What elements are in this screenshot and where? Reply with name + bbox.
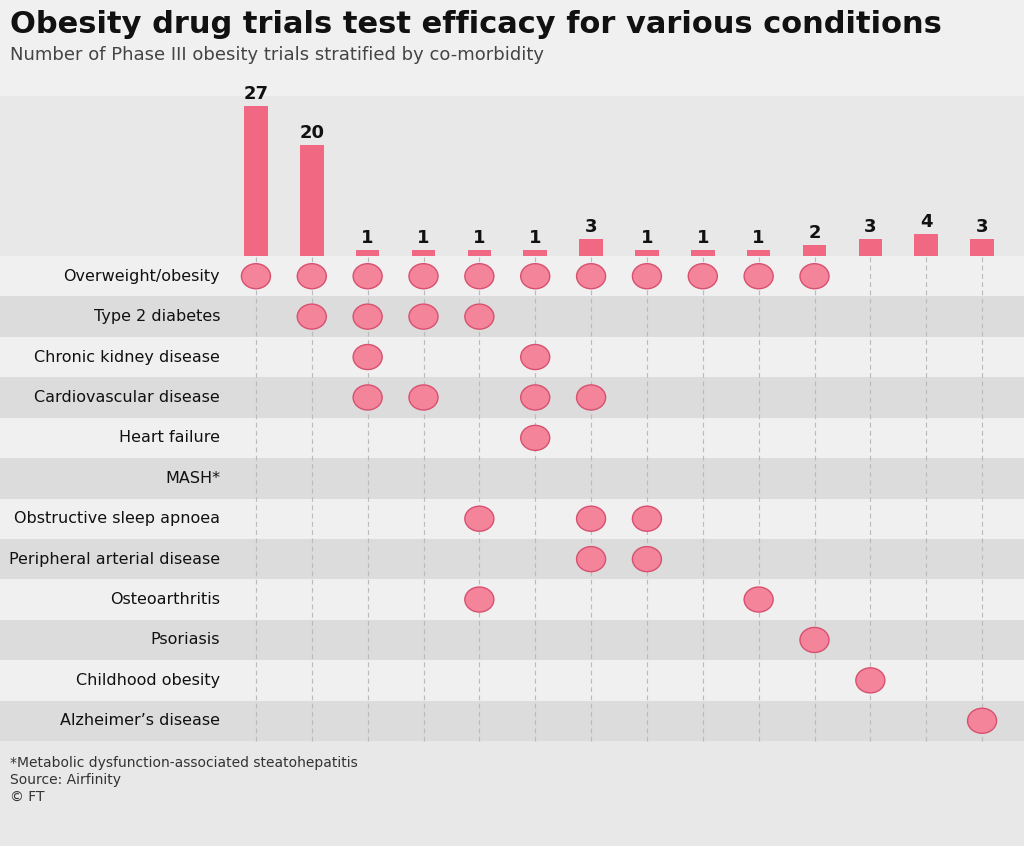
Ellipse shape xyxy=(353,264,382,288)
Text: Heart failure: Heart failure xyxy=(119,431,220,445)
Text: 1: 1 xyxy=(473,229,485,247)
Ellipse shape xyxy=(577,385,605,410)
Ellipse shape xyxy=(520,426,550,450)
Bar xyxy=(971,239,994,256)
Bar xyxy=(0,418,1024,458)
Bar xyxy=(0,660,1024,700)
Bar xyxy=(244,106,267,256)
Bar xyxy=(635,250,658,256)
Text: 2: 2 xyxy=(808,224,821,242)
Ellipse shape xyxy=(242,264,270,288)
Text: Chronic kidney disease: Chronic kidney disease xyxy=(34,349,220,365)
Ellipse shape xyxy=(297,264,327,288)
Text: 1: 1 xyxy=(696,229,709,247)
Text: 3: 3 xyxy=(864,218,877,236)
Bar xyxy=(0,498,1024,539)
Ellipse shape xyxy=(520,264,550,288)
Ellipse shape xyxy=(577,506,605,531)
Ellipse shape xyxy=(465,304,494,329)
Text: Childhood obesity: Childhood obesity xyxy=(76,673,220,688)
Text: Obstructive sleep apnoea: Obstructive sleep apnoea xyxy=(14,511,220,526)
Ellipse shape xyxy=(633,264,662,288)
Bar xyxy=(356,250,379,256)
Bar xyxy=(468,250,492,256)
Text: *Metabolic dysfunction-associated steatohepatitis: *Metabolic dysfunction-associated steato… xyxy=(10,756,357,770)
Text: 1: 1 xyxy=(417,229,430,247)
Text: Peripheral arterial disease: Peripheral arterial disease xyxy=(9,552,220,567)
Ellipse shape xyxy=(633,547,662,572)
Ellipse shape xyxy=(800,264,829,288)
Text: 20: 20 xyxy=(299,124,325,142)
Ellipse shape xyxy=(409,304,438,329)
Bar xyxy=(0,0,1024,96)
Ellipse shape xyxy=(409,264,438,288)
Bar xyxy=(0,377,1024,418)
Ellipse shape xyxy=(856,667,885,693)
Ellipse shape xyxy=(465,264,494,288)
Bar xyxy=(580,239,603,256)
Ellipse shape xyxy=(409,385,438,410)
Text: 1: 1 xyxy=(641,229,653,247)
Text: 4: 4 xyxy=(920,213,933,231)
Text: 27: 27 xyxy=(244,85,268,103)
Bar xyxy=(412,250,435,256)
Text: MASH*: MASH* xyxy=(165,470,220,486)
Text: Osteoarthritis: Osteoarthritis xyxy=(110,592,220,607)
Ellipse shape xyxy=(633,506,662,531)
Ellipse shape xyxy=(800,628,829,652)
Text: Cardiovascular disease: Cardiovascular disease xyxy=(34,390,220,405)
Bar xyxy=(0,580,1024,620)
Bar xyxy=(859,239,882,256)
Text: 1: 1 xyxy=(753,229,765,247)
Text: Obesity drug trials test efficacy for various conditions: Obesity drug trials test efficacy for va… xyxy=(10,10,942,39)
Ellipse shape xyxy=(520,344,550,370)
Text: Source: Airfinity: Source: Airfinity xyxy=(10,773,121,787)
Bar xyxy=(914,233,938,256)
Bar xyxy=(0,337,1024,377)
Bar xyxy=(0,700,1024,741)
Bar xyxy=(0,620,1024,660)
Bar xyxy=(803,244,826,256)
Ellipse shape xyxy=(688,264,717,288)
Ellipse shape xyxy=(520,385,550,410)
Ellipse shape xyxy=(465,506,494,531)
Text: Psoriasis: Psoriasis xyxy=(151,633,220,647)
Bar xyxy=(746,250,770,256)
Bar xyxy=(0,256,1024,296)
Text: © FT: © FT xyxy=(10,790,44,804)
Bar xyxy=(0,458,1024,498)
Bar xyxy=(300,145,324,256)
Bar xyxy=(0,539,1024,580)
Bar xyxy=(523,250,547,256)
Text: 1: 1 xyxy=(361,229,374,247)
Text: 1: 1 xyxy=(529,229,542,247)
Ellipse shape xyxy=(353,344,382,370)
Ellipse shape xyxy=(465,587,494,612)
Ellipse shape xyxy=(744,264,773,288)
Text: 3: 3 xyxy=(585,218,597,236)
Ellipse shape xyxy=(297,304,327,329)
Text: Alzheimer’s disease: Alzheimer’s disease xyxy=(60,713,220,728)
Ellipse shape xyxy=(353,385,382,410)
Ellipse shape xyxy=(577,547,605,572)
Ellipse shape xyxy=(577,264,605,288)
Text: Overweight/obesity: Overweight/obesity xyxy=(63,269,220,283)
Text: Number of Phase III obesity trials stratified by co-morbidity: Number of Phase III obesity trials strat… xyxy=(10,46,544,64)
Ellipse shape xyxy=(353,304,382,329)
Bar xyxy=(691,250,715,256)
Text: Type 2 diabetes: Type 2 diabetes xyxy=(93,309,220,324)
Ellipse shape xyxy=(968,708,996,733)
Text: 3: 3 xyxy=(976,218,988,236)
Bar xyxy=(0,296,1024,337)
Ellipse shape xyxy=(744,587,773,612)
